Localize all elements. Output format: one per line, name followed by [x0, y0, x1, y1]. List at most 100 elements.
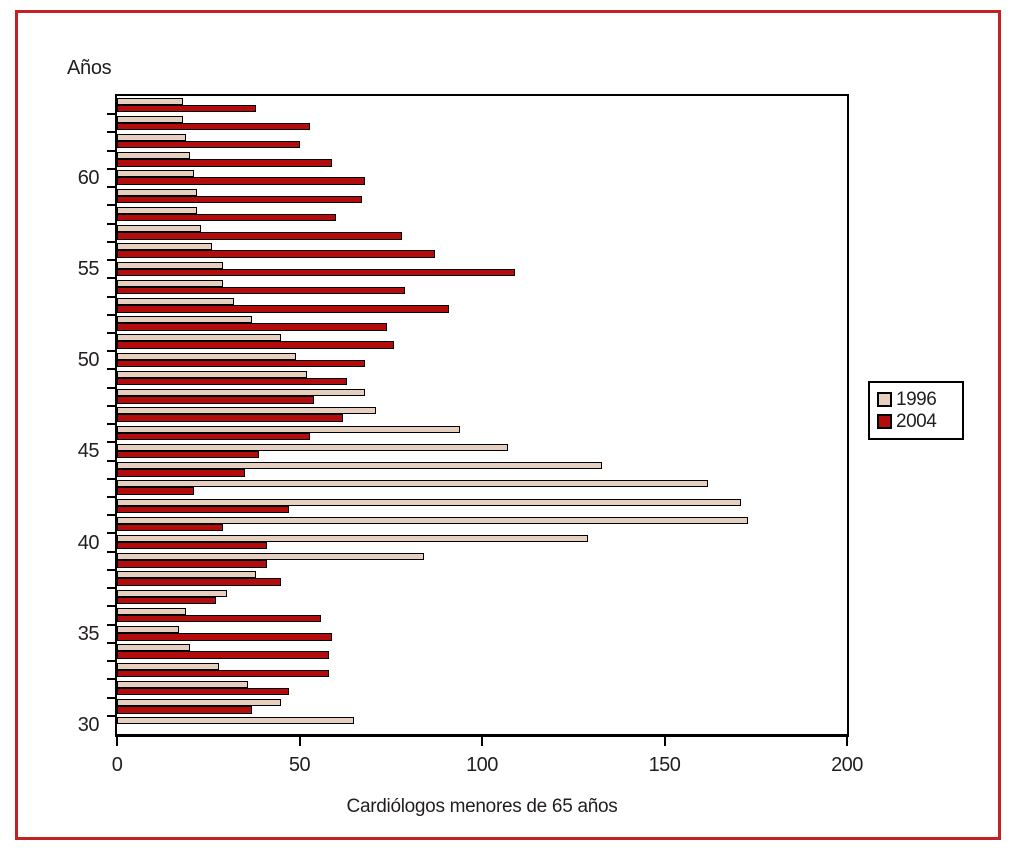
bar-2004-age-63: [117, 122, 311, 131]
y-axis-tick: [107, 386, 117, 389]
bar-row-age-57: [117, 224, 847, 242]
x-tick-label-150: 150: [648, 754, 681, 776]
legend-swatch-2004: [877, 413, 892, 429]
legend-label-2004: 2004: [896, 410, 937, 432]
y-tick-label-30: 30: [77, 713, 100, 736]
y-tick-label-60: 60: [77, 167, 100, 190]
bar-row-age-42: [117, 497, 847, 515]
y-axis-tick: [107, 113, 117, 116]
bar-2004-age-40: [117, 541, 267, 550]
bar-2004-age-38: [117, 578, 282, 586]
bar-2004-age-39: [117, 560, 267, 568]
bar-row-age-60: [117, 169, 847, 187]
bar-1996-age-50: [117, 352, 296, 360]
bar-1996-age-52: [117, 316, 253, 324]
bar-2004-age-46: [117, 432, 311, 441]
bar-2004-age-60: [117, 177, 366, 185]
bar-row-age-44: [117, 461, 847, 479]
y-axis-tick: [107, 295, 117, 298]
bar-row-age-52: [117, 315, 847, 333]
y-axis-tick: [107, 277, 117, 280]
legend-item-1996: 1996: [877, 388, 956, 410]
bar-2004-age-36: [117, 614, 322, 623]
bar-1996-age-54: [117, 279, 223, 287]
bar-row-age-30: [117, 716, 847, 734]
bar-1996-age-49: [117, 370, 307, 378]
bar-2004-age-43: [117, 487, 194, 495]
bar-1996-age-57: [117, 225, 201, 233]
bar-row-age-47: [117, 406, 847, 424]
y-axis-tick: [107, 167, 117, 170]
bar-1996-age-45: [117, 443, 508, 451]
y-axis-tick: [107, 550, 117, 553]
y-tick-label-40: 40: [77, 531, 100, 554]
bar-row-age-40: [117, 533, 847, 551]
y-axis-tick: [107, 605, 117, 608]
bar-2004-age-51: [117, 341, 395, 349]
bar-1996-age-42: [117, 498, 742, 506]
legend-label-1996: 1996: [896, 388, 937, 410]
bar-row-age-56: [117, 242, 847, 260]
plot-area: 60 55 50 45 40 35 30 0 50 100 150 200 Cardiólogos me…: [78, 94, 863, 817]
legend-item-2004: 2004: [877, 410, 956, 432]
bar-row-age-54: [117, 278, 847, 296]
y-tick-label-35: 35: [77, 622, 100, 645]
y-axis-tick: [107, 240, 117, 243]
bar-2004-age-58: [117, 213, 336, 222]
bar-row-age-43: [117, 479, 847, 497]
y-axis-tick: [107, 350, 117, 353]
bar-row-age-37: [117, 588, 847, 606]
x-axis-tick-0: [116, 737, 118, 746]
y-axis-tick: [107, 222, 117, 225]
bar-row-age-50: [117, 351, 847, 369]
bar-1996-age-43: [117, 480, 709, 488]
bar-2004-age-33: [117, 669, 329, 678]
bar-row-age-62: [117, 132, 847, 150]
bar-row-age-34: [117, 643, 847, 661]
y-axis-tick: [107, 313, 117, 316]
bar-2004-age-57: [117, 232, 402, 240]
y-axis-tick: [107, 641, 117, 644]
bar-2004-age-54: [117, 286, 406, 295]
bar-2004-age-45: [117, 450, 260, 459]
bar-2004-age-50: [117, 359, 366, 368]
y-axis-tick: [107, 459, 117, 462]
x-tick-label-0: 0: [111, 754, 123, 776]
bar-1996-age-64: [117, 97, 183, 105]
x-axis-tick-150: [663, 737, 666, 746]
y-axis-tick: [107, 186, 117, 189]
bar-1996-age-35: [117, 626, 180, 634]
y-axis-tick: [107, 568, 117, 571]
y-axis-tick: [107, 587, 117, 590]
bar-1996-age-41: [117, 516, 749, 524]
x-axis-tick-50: [298, 737, 301, 746]
y-axis-tick: [107, 678, 117, 681]
bar-2004-age-32: [117, 687, 289, 696]
bar-1996-age-47: [117, 407, 377, 415]
bar-2004-age-55: [117, 268, 515, 277]
bar-2004-age-31: [117, 706, 253, 714]
bar-2004-age-64: [117, 104, 256, 112]
bar-row-age-55: [117, 260, 847, 278]
bar-1996-age-48: [117, 389, 366, 397]
y-tick-label-45: 45: [77, 440, 100, 463]
bar-2004-age-41: [117, 523, 223, 532]
y-axis-tick: [107, 368, 117, 371]
bar-row-age-35: [117, 625, 847, 643]
y-axis-tick: [107, 423, 117, 426]
x-tick-label-50: 50: [288, 754, 311, 776]
figure-frame: Años 60 55 50 45 40 35 30 0 50 100 150 200 Cardiólog…: [15, 10, 1001, 840]
bar-2004-age-59: [117, 195, 362, 204]
bar-row-age-48: [117, 388, 847, 406]
y-axis-tick: [107, 204, 117, 207]
bar-1996-age-38: [117, 571, 256, 579]
bar-1996-age-34: [117, 644, 190, 652]
bar-2004-age-56: [117, 250, 435, 258]
y-tick-label-55: 55: [77, 258, 100, 281]
x-tick-label-200: 200: [831, 754, 863, 776]
y-axis-tick: [107, 477, 117, 480]
bar-1996-age-60: [117, 170, 194, 178]
y-axis-tick: [107, 496, 117, 499]
bar-2004-age-53: [117, 305, 450, 313]
y-axis-tick: [107, 149, 117, 152]
